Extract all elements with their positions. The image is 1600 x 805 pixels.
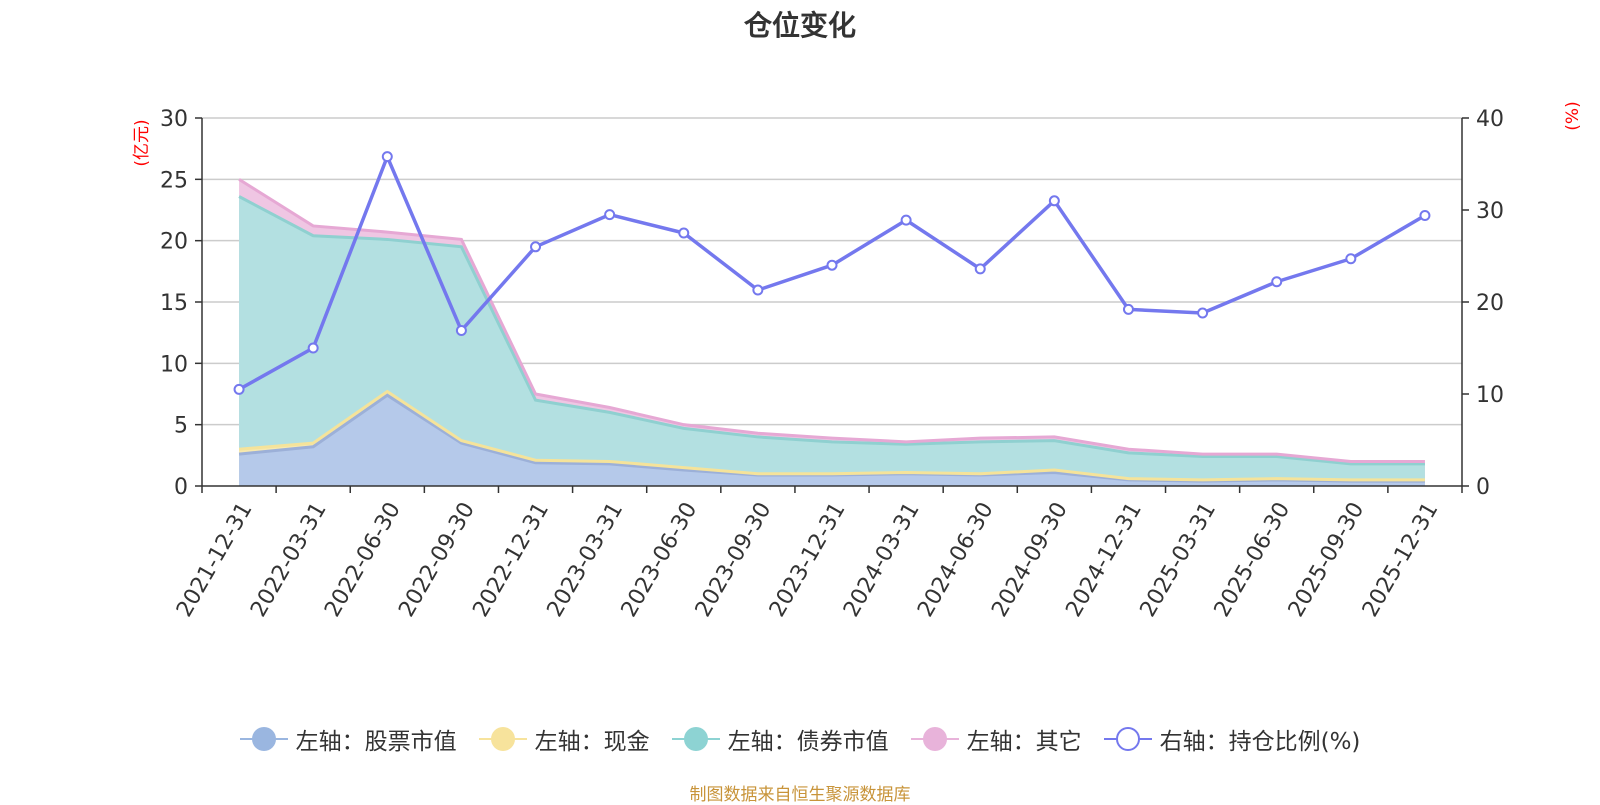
x-axis-tick-label: 2024-06-30 <box>913 498 999 621</box>
ratio-point <box>974 263 986 275</box>
legend-marker-icon <box>910 727 959 751</box>
left-axis-tick-label: 10 <box>160 352 188 377</box>
left-axis-tick-label: 20 <box>160 230 188 255</box>
right-axis-unit: (%) <box>1563 101 1583 130</box>
source-note: 制图数据来自恒生聚源数据库 <box>689 785 911 805</box>
ratio-point <box>826 259 838 271</box>
x-axis-tick-label: 2023-12-31 <box>765 498 851 621</box>
ratio-point <box>233 383 245 395</box>
legend-label: 左轴：债券市值 <box>727 729 889 755</box>
x-axis-tick-label: 2023-09-30 <box>691 498 777 621</box>
position-change-chart: 0 5 10 15 20 25 30 0 10 20 30 40 2021-12-312022-03-3… <box>132 101 1583 621</box>
x-axis-tick-label: 2022-06-30 <box>320 498 406 621</box>
stacked-areas <box>238 178 1425 487</box>
area-edge-other <box>238 178 1425 463</box>
legend-label: 左轴：其它 <box>966 729 1082 755</box>
ratio-point <box>1345 253 1357 265</box>
area-edge-cash <box>238 389 1425 482</box>
x-axis-tick-label: 2024-09-30 <box>987 498 1073 621</box>
ratio-point <box>1048 195 1060 207</box>
legend-marker-icon <box>1103 727 1152 751</box>
legend-marker-icon <box>671 727 720 751</box>
x-axis-tick-label: 2025-06-30 <box>1210 498 1296 621</box>
x-axis-tick-label: 2022-03-31 <box>246 498 332 621</box>
left-axis-tick-label: 0 <box>174 475 188 500</box>
x-axis-tick-label: 2023-03-31 <box>543 498 629 621</box>
legend: 左轴：股票市值 左轴：现金 左轴：债券市值 左轴：其它 右轴：持仓比例(%) <box>0 722 1600 756</box>
ratio-point <box>1122 303 1134 315</box>
left-axis-tick-label: 30 <box>160 107 188 132</box>
ratio-point <box>900 214 912 226</box>
legend-item-bond[interactable]: 左轴：债券市值 <box>671 722 889 756</box>
legend-item-stock[interactable]: 左轴：股票市值 <box>239 722 457 756</box>
legend-marker-icon <box>478 727 527 751</box>
area-edge-bond <box>238 195 1425 466</box>
left-axis-tick-label: 5 <box>174 414 188 439</box>
x-axis-tick-label: 2024-12-31 <box>1061 498 1147 621</box>
legend-item-ratio[interactable]: 右轴：持仓比例(%) <box>1103 722 1361 756</box>
right-axis-tick-label: 30 <box>1476 199 1504 224</box>
legend-label: 右轴：持仓比例(%) <box>1159 729 1361 755</box>
ratio-point <box>752 284 764 296</box>
legend-label: 左轴：股票市值 <box>295 729 457 755</box>
ratio-point <box>307 342 319 354</box>
legend-item-other[interactable]: 左轴：其它 <box>910 722 1082 756</box>
right-axis-tick-label: 20 <box>1476 291 1504 316</box>
legend-marker-icon <box>239 727 288 751</box>
x-axis-tick-label: 2025-09-30 <box>1284 498 1370 621</box>
legend-label: 左轴：现金 <box>534 729 650 755</box>
x-axis-tick-label: 2022-09-30 <box>394 498 480 621</box>
ratio-point <box>455 325 467 337</box>
area-bond <box>239 196 1425 487</box>
left-axis-tick-label: 15 <box>160 291 188 316</box>
ratio-point <box>1197 307 1209 319</box>
ratio-point <box>604 209 616 221</box>
ratio-point <box>678 227 690 239</box>
ratio-point <box>1419 210 1431 222</box>
left-axis-tick-label: 25 <box>160 168 188 193</box>
x-axis-tick-label: 2024-03-31 <box>839 498 925 621</box>
right-axis-tick-label: 40 <box>1476 107 1504 132</box>
x-axis-tick-label: 2021-12-31 <box>172 498 258 621</box>
ratio-point <box>381 151 393 163</box>
x-axis-tick-label: 2025-12-31 <box>1358 498 1444 621</box>
ratio-point <box>1271 276 1283 288</box>
ratio-line-layer <box>233 151 1431 395</box>
x-axis-tick-label: 2025-03-31 <box>1136 498 1222 621</box>
right-axis-tick-label: 0 <box>1476 475 1490 500</box>
ratio-point <box>530 241 542 253</box>
legend-item-cash[interactable]: 左轴：现金 <box>478 722 650 756</box>
x-axis-tick-label: 2023-06-30 <box>617 498 703 621</box>
left-axis-unit: (亿元) <box>132 119 152 166</box>
chart-title: 仓位变化 <box>743 9 856 42</box>
right-axis-tick-label: 10 <box>1476 383 1504 408</box>
x-axis-tick-label: 2022-12-31 <box>468 498 554 621</box>
